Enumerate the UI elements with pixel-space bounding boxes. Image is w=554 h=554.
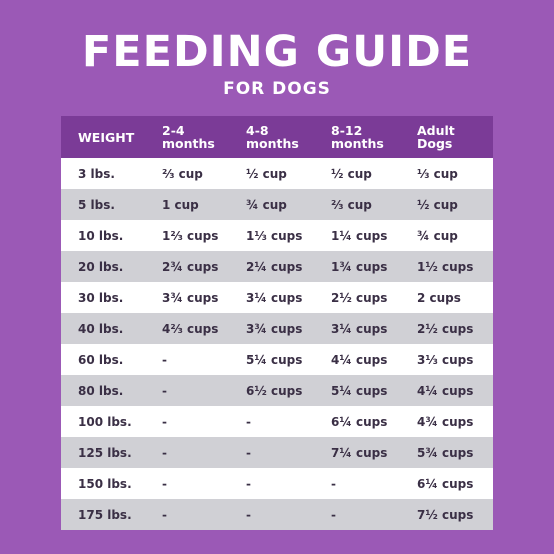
portion-cell: - xyxy=(246,445,251,460)
weight-cell: 3 lbs. xyxy=(78,166,115,181)
table-row: 60 lbs. - 5¼ cups 4¼ cups 3⅓ cups xyxy=(61,344,493,375)
portion-cell: 3⅓ cups xyxy=(417,352,474,367)
portion-cell: 6¼ cups xyxy=(417,476,474,491)
portion-cell: 2½ cups xyxy=(331,290,388,305)
header-cell: WEIGHT xyxy=(78,129,135,145)
portion-cell: 4¾ cups xyxy=(417,414,474,429)
portion-cell: - xyxy=(162,507,167,522)
table-row: 3 lbs. ⅔ cup ½ cup ½ cup ⅓ cup xyxy=(61,158,493,189)
portion-cell: 4⅔ cups xyxy=(162,321,219,336)
table-header-row: WEIGHT 2-4 months 4-8 months 8-12 months… xyxy=(61,116,493,158)
portion-cell: 1⅓ cups xyxy=(246,228,303,243)
weight-cell: 125 lbs. xyxy=(78,445,132,460)
weight-cell: 175 lbs. xyxy=(78,507,132,522)
portion-cell: ¾ cup xyxy=(417,228,458,243)
portion-cell: 1¼ cups xyxy=(331,228,388,243)
portion-cell: ½ cup xyxy=(417,197,458,212)
portion-cell: 5¼ cups xyxy=(331,383,388,398)
weight-cell: 10 lbs. xyxy=(78,228,124,243)
portion-cell: 5¼ cups xyxy=(246,352,303,367)
table-row: 30 lbs. 3¾ cups 3¼ cups 2½ cups 2 cups xyxy=(61,282,493,313)
portion-cell: 3¾ cups xyxy=(246,321,303,336)
portion-cell: - xyxy=(331,476,336,491)
page-title: FEEDING GUIDE xyxy=(81,27,473,77)
portion-cell: 2¼ cups xyxy=(246,259,303,274)
portion-cell: ½ cup xyxy=(331,166,372,181)
portion-cell: ½ cup xyxy=(246,166,287,181)
portion-cell: 2¾ cups xyxy=(162,259,219,274)
portion-cell: 7½ cups xyxy=(417,507,474,522)
table-row: 10 lbs. 1⅔ cups 1⅓ cups 1¼ cups ¾ cup xyxy=(61,220,493,251)
weight-cell: 40 lbs. xyxy=(78,321,124,336)
weight-cell: 60 lbs. xyxy=(78,352,124,367)
feeding-table: WEIGHT 2-4 months 4-8 months 8-12 months… xyxy=(61,116,493,530)
table-body: 3 lbs. ⅔ cup ½ cup ½ cup ⅓ cup 5 lbs. 1 cup ¾ c… xyxy=(61,158,493,530)
portion-cell: 1½ cups xyxy=(417,259,474,274)
portion-cell: - xyxy=(331,507,336,522)
header-cell: 4-8 months xyxy=(246,123,299,151)
portion-cell: - xyxy=(162,414,167,429)
portion-cell: - xyxy=(162,383,167,398)
table-row: 80 lbs. - 6½ cups 5¼ cups 4¼ cups xyxy=(61,375,493,406)
table-row: 125 lbs. - - 7¼ cups 5¾ cups xyxy=(61,437,493,468)
weight-cell: 5 lbs. xyxy=(78,197,115,212)
header-cell: 2-4 months xyxy=(162,123,215,151)
portion-cell: - xyxy=(162,445,167,460)
page-subtitle: FOR DOGS xyxy=(223,79,331,99)
portion-cell: 2½ cups xyxy=(417,321,474,336)
portion-cell: 7¼ cups xyxy=(331,445,388,460)
portion-cell: 3¼ cups xyxy=(246,290,303,305)
portion-cell: ⅓ cup xyxy=(417,166,458,181)
portion-cell: - xyxy=(246,476,251,491)
portion-cell: 2 cups xyxy=(417,290,461,305)
portion-cell: 5¾ cups xyxy=(417,445,474,460)
portion-cell: 1⅔ cups xyxy=(162,228,219,243)
portion-cell: 1¾ cups xyxy=(331,259,388,274)
portion-cell: - xyxy=(246,414,251,429)
weight-cell: 150 lbs. xyxy=(78,476,132,491)
portion-cell: 1 cup xyxy=(162,197,199,212)
portion-cell: ¾ cup xyxy=(246,197,287,212)
weight-cell: 80 lbs. xyxy=(78,383,124,398)
table-row: 40 lbs. 4⅔ cups 3¾ cups 3¼ cups 2½ cups xyxy=(61,313,493,344)
portion-cell: 3¾ cups xyxy=(162,290,219,305)
header-cell: 8-12 months xyxy=(331,123,384,151)
portion-cell: ⅔ cup xyxy=(162,166,203,181)
portion-cell: 4¼ cups xyxy=(417,383,474,398)
table-row: 150 lbs. - - - 6¼ cups xyxy=(61,468,493,499)
portion-cell: 6½ cups xyxy=(246,383,303,398)
portion-cell: ⅔ cup xyxy=(331,197,372,212)
portion-cell: - xyxy=(246,507,251,522)
table-row: 100 lbs. - - 6¼ cups 4¾ cups xyxy=(61,406,493,437)
table-row: 175 lbs. - - - 7½ cups xyxy=(61,499,493,530)
portion-cell: 6¼ cups xyxy=(331,414,388,429)
table-row: 20 lbs. 2¾ cups 2¼ cups 1¾ cups 1½ cups xyxy=(61,251,493,282)
portion-cell: - xyxy=(162,352,167,367)
weight-cell: 100 lbs. xyxy=(78,414,132,429)
weight-cell: 20 lbs. xyxy=(78,259,124,274)
portion-cell: 3¼ cups xyxy=(331,321,388,336)
header-cell: Adult Dogs xyxy=(417,123,455,151)
weight-cell: 30 lbs. xyxy=(78,290,124,305)
portion-cell: 4¼ cups xyxy=(331,352,388,367)
portion-cell: - xyxy=(162,476,167,491)
table-row: 5 lbs. 1 cup ¾ cup ⅔ cup ½ cup xyxy=(61,189,493,220)
